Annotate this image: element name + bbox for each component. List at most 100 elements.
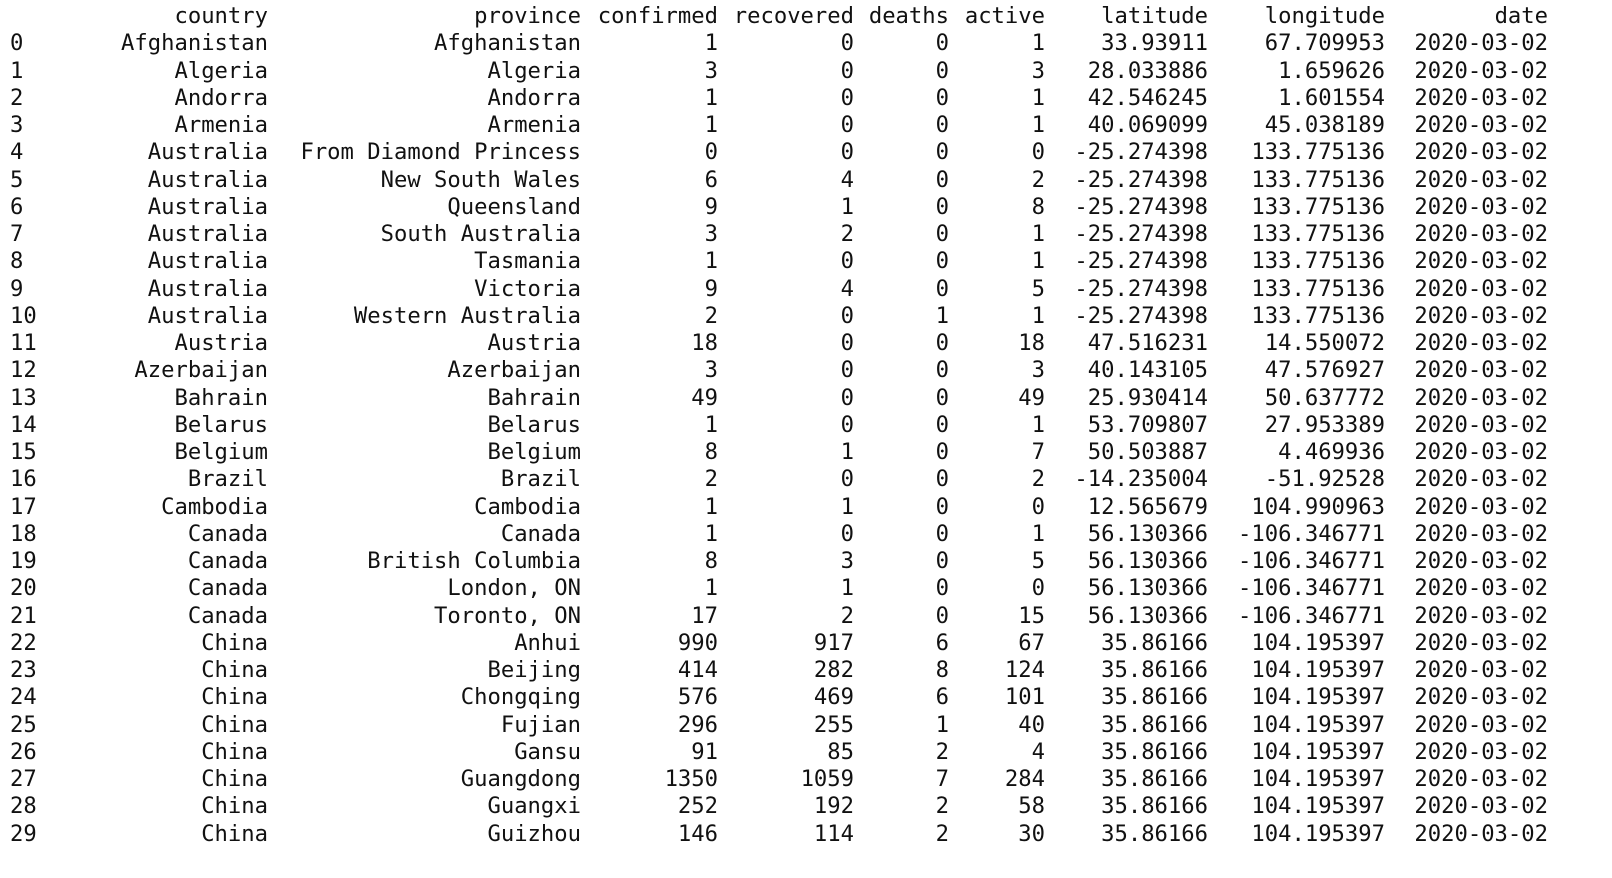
cell-recovered: 0 — [840, 302, 854, 329]
cell-recovered: 0 — [840, 357, 854, 384]
cell-confirmed: 1350 — [664, 766, 718, 792]
cell-confirmed: 91 — [691, 738, 718, 765]
cell-longitude: -106.346771 — [1238, 575, 1385, 602]
cell-province: Bahrain — [487, 384, 581, 411]
cell-latitude: 40.143105 — [1087, 357, 1208, 384]
cell-date: 2020-03-02 — [1414, 766, 1548, 792]
cell-deaths: 0 — [935, 466, 949, 493]
row-index: 16 — [10, 466, 37, 493]
cell-active: 8 — [1031, 193, 1045, 220]
cell-province: From Diamond Princess — [300, 139, 581, 166]
cell-date: 2020-03-02 — [1414, 221, 1548, 247]
cell-country: Canada — [187, 602, 268, 629]
row-index: 9 — [10, 275, 24, 302]
cell-active: 5 — [1031, 548, 1045, 574]
cell-longitude: 104.195397 — [1251, 766, 1385, 792]
table-row: 16 Brazil Brazil 2 0 0 2 -14.235004 -51.92528 202… — [0, 466, 1612, 493]
cell-province: Beijing — [487, 657, 581, 683]
cell-longitude: 50.637772 — [1264, 384, 1385, 411]
cell-latitude: 56.130366 — [1087, 575, 1208, 602]
cell-province: Belgium — [487, 439, 581, 465]
cell-longitude: 104.195397 — [1251, 820, 1385, 847]
table-row: 21 Canada Toronto, ON 17 2 0 15 56.130366 -106.3… — [0, 603, 1612, 630]
cell-confirmed: 3 — [704, 357, 718, 384]
cell-date: 2020-03-02 — [1414, 793, 1548, 820]
cell-confirmed: 17 — [691, 602, 718, 629]
cell-date: 2020-03-02 — [1414, 84, 1548, 111]
cell-recovered: 255 — [813, 711, 854, 738]
cell-recovered: 1 — [840, 439, 854, 465]
cell-date: 2020-03-02 — [1414, 684, 1548, 711]
cell-province: New South Wales — [380, 166, 581, 193]
cell-active: 0 — [1031, 575, 1045, 602]
cell-province: Austria — [487, 330, 581, 356]
cell-deaths: 0 — [935, 57, 949, 84]
cell-province: Canada — [500, 520, 581, 547]
row-index: 18 — [10, 520, 37, 547]
table-row: 6 Australia Queensland 9 1 0 8 -25.274398 133.77… — [0, 194, 1612, 221]
row-index: 10 — [10, 302, 37, 329]
cell-date: 2020-03-02 — [1414, 248, 1548, 275]
cell-confirmed: 1 — [704, 411, 718, 438]
cell-country: China — [201, 657, 268, 683]
cell-country: Algeria — [174, 57, 268, 84]
cell-confirmed: 990 — [677, 629, 718, 656]
cell-confirmed: 18 — [691, 330, 718, 356]
cell-country: Australia — [147, 302, 268, 329]
cell-deaths: 2 — [935, 820, 949, 847]
row-index: 1 — [10, 57, 24, 84]
cell-confirmed: 6 — [704, 166, 718, 193]
cell-recovered: 0 — [840, 57, 854, 84]
cell-recovered: 0 — [840, 84, 854, 111]
cell-longitude: 47.576927 — [1264, 357, 1385, 384]
cell-confirmed: 0 — [704, 139, 718, 166]
cell-confirmed: 1 — [704, 520, 718, 547]
cell-deaths: 2 — [935, 793, 949, 820]
column-header-deaths: deaths — [868, 3, 949, 29]
cell-province: London, ON — [447, 575, 581, 602]
cell-deaths: 0 — [935, 275, 949, 302]
cell-date: 2020-03-02 — [1414, 439, 1548, 465]
cell-confirmed: 146 — [677, 820, 718, 847]
cell-province: Queensland — [447, 193, 581, 220]
table-row: 12 Azerbaijan Azerbaijan 3 0 0 3 40.143105 47.57… — [0, 357, 1612, 384]
cell-country: Brazil — [187, 466, 268, 493]
cell-date: 2020-03-02 — [1414, 275, 1548, 302]
cell-active: 1 — [1031, 112, 1045, 138]
row-index: 6 — [10, 193, 24, 220]
cell-recovered: 282 — [813, 657, 854, 683]
cell-recovered: 469 — [813, 684, 854, 711]
cell-country: Afghanistan — [121, 30, 268, 57]
cell-active: 67 — [1018, 629, 1045, 656]
cell-latitude: -25.274398 — [1074, 221, 1208, 247]
row-index: 19 — [10, 548, 37, 574]
cell-recovered: 0 — [840, 139, 854, 166]
cell-latitude: 33.93911 — [1101, 30, 1208, 57]
row-index: 14 — [10, 411, 37, 438]
cell-recovered: 2 — [840, 602, 854, 629]
row-index: 12 — [10, 357, 37, 384]
cell-deaths: 0 — [935, 439, 949, 465]
cell-recovered: 114 — [813, 820, 854, 847]
row-index: 24 — [10, 684, 37, 711]
row-index: 27 — [10, 766, 37, 792]
cell-recovered: 917 — [813, 629, 854, 656]
cell-confirmed: 1 — [704, 575, 718, 602]
cell-active: 58 — [1018, 793, 1045, 820]
cell-date: 2020-03-02 — [1414, 520, 1548, 547]
cell-longitude: 104.195397 — [1251, 629, 1385, 656]
cell-country: Austria — [174, 330, 268, 356]
cell-province: Anhui — [514, 629, 581, 656]
cell-province: Afghanistan — [434, 30, 581, 57]
cell-active: 4 — [1031, 738, 1045, 765]
cell-latitude: 25.930414 — [1087, 384, 1208, 411]
table-row: 8 Australia Tasmania 1 0 0 1 -25.274398 133.7751… — [0, 248, 1612, 275]
cell-province: Western Australia — [353, 302, 581, 329]
cell-longitude: 133.775136 — [1251, 248, 1385, 275]
cell-country: China — [201, 711, 268, 738]
cell-country: China — [201, 629, 268, 656]
cell-latitude: 56.130366 — [1087, 548, 1208, 574]
cell-recovered: 0 — [840, 384, 854, 411]
cell-longitude: 133.775136 — [1251, 275, 1385, 302]
